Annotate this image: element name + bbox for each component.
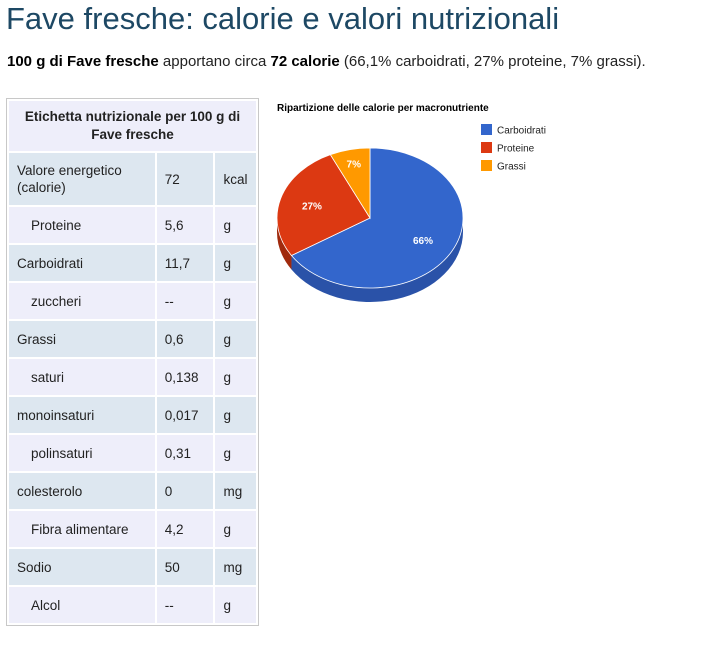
legend-swatch-proteine xyxy=(481,142,492,153)
pie-label-proteine: 27% xyxy=(302,201,322,212)
chart-legend: Carboidrati Proteine Grassi xyxy=(481,124,546,173)
nutrient-name: zuccheri xyxy=(9,283,155,319)
nutrient-name: Grassi xyxy=(9,321,155,357)
nutrient-name: colesterolo xyxy=(9,473,155,509)
nutrient-name: monoinsaturi xyxy=(9,397,155,433)
nutrient-name: Alcol xyxy=(9,587,155,623)
nutrient-name: Carboidrati xyxy=(9,245,155,281)
table-row: Alcol -- g xyxy=(9,587,256,623)
pie-side-proteine xyxy=(277,218,292,270)
nutrient-value: 4,2 xyxy=(156,511,214,547)
nutrient-value: 11,7 xyxy=(156,245,214,281)
nutrient-unit: g xyxy=(215,245,256,281)
nutrient-name: Sodio xyxy=(9,549,155,585)
table-row: Proteine 5,6 g xyxy=(9,207,256,243)
legend-label-grassi: Grassi xyxy=(497,162,526,173)
nutrient-unit: g xyxy=(215,207,256,243)
nutrient-value: 0,138 xyxy=(156,359,214,395)
nutrition-table: Etichetta nutrizionale per 100 g di Fave… xyxy=(7,99,258,625)
intro-tail: (66,1% carboidrati, 27% proteine, 7% gra… xyxy=(339,53,646,70)
nutrient-unit: g xyxy=(215,435,256,471)
nutrient-unit: g xyxy=(215,587,256,623)
table-row: zuccheri -- g xyxy=(9,283,256,319)
legend-swatch-carboidrati xyxy=(481,124,492,135)
nutrient-unit: g xyxy=(215,321,256,357)
nutrient-unit: g xyxy=(215,511,256,547)
pie-slice-grassi xyxy=(329,147,371,220)
pie-slice-proteine xyxy=(276,154,371,257)
intro-mid: apportano circa xyxy=(158,53,271,70)
nutrient-value: -- xyxy=(156,283,214,319)
nutrient-value: 50 xyxy=(156,549,214,585)
table-row: monoinsaturi 0,017 g xyxy=(9,397,256,433)
nutrient-value: -- xyxy=(156,587,214,623)
chart-title: Ripartizione delle calorie per macronutr… xyxy=(277,103,489,114)
nutrition-table-container: Etichetta nutrizionale per 100 g di Fave… xyxy=(6,98,259,626)
nutrient-value: 72 xyxy=(156,153,214,205)
nutrient-value: 5,6 xyxy=(156,207,214,243)
nutrient-unit: g xyxy=(215,397,256,433)
nutrient-name: polinsaturi xyxy=(9,435,155,471)
table-row: Valore energetico (calorie) 72 kcal xyxy=(9,153,256,205)
pie-slice-carboidrati xyxy=(290,147,464,289)
table-row: Sodio 50 mg xyxy=(9,549,256,585)
intro-calories: 72 calorie xyxy=(270,53,340,70)
pie-sides xyxy=(277,218,463,303)
nutrient-value: 0,017 xyxy=(156,397,214,433)
page-title: Fave fresche: calorie e valori nutrizion… xyxy=(6,1,560,36)
nutrient-unit: g xyxy=(215,283,256,319)
pie-label-carboidrati: 66% xyxy=(413,236,433,247)
nutrient-name: saturi xyxy=(9,359,155,395)
nutrient-unit: g xyxy=(215,359,256,395)
nutrient-value: 0,31 xyxy=(156,435,214,471)
pie-slices xyxy=(276,147,464,289)
table-row: Carboidrati 11,7 g xyxy=(9,245,256,281)
nutrient-name: Proteine xyxy=(9,207,155,243)
table-row: polinsaturi 0,31 g xyxy=(9,435,256,471)
table-row: Fibra alimentare 4,2 g xyxy=(9,511,256,547)
table-row: saturi 0,138 g xyxy=(9,359,256,395)
intro-amount: 100 g di Fave fresche xyxy=(7,53,159,70)
nutrient-value: 0 xyxy=(156,473,214,509)
pie-label-grassi: 7% xyxy=(347,159,362,170)
macronutrient-pie-chart: Ripartizione delle calorie per macronutr… xyxy=(262,96,552,346)
table-row: colesterolo 0 mg xyxy=(9,473,256,509)
table-row: Grassi 0,6 g xyxy=(9,321,256,357)
nutrient-name: Fibra alimentare xyxy=(9,511,155,547)
legend-label-proteine: Proteine xyxy=(497,144,535,155)
pie-labels: 66% 27% 7% xyxy=(302,159,433,247)
legend-label-carboidrati: Carboidrati xyxy=(497,126,546,137)
nutrient-unit: mg xyxy=(215,549,256,585)
nutrient-unit: kcal xyxy=(215,153,256,205)
intro-text: 100 g di Fave fresche apportano circa 72… xyxy=(7,53,646,70)
nutrition-table-header: Etichetta nutrizionale per 100 g di Fave… xyxy=(9,101,256,151)
nutrient-name: Valore energetico (calorie) xyxy=(9,153,155,205)
pie-side-carboidrati xyxy=(291,218,463,303)
legend-swatch-grassi xyxy=(481,160,492,171)
nutrient-unit: mg xyxy=(215,473,256,509)
pie-chart-svg: Ripartizione delle calorie per macronutr… xyxy=(276,103,546,303)
nutrient-value: 0,6 xyxy=(156,321,214,357)
